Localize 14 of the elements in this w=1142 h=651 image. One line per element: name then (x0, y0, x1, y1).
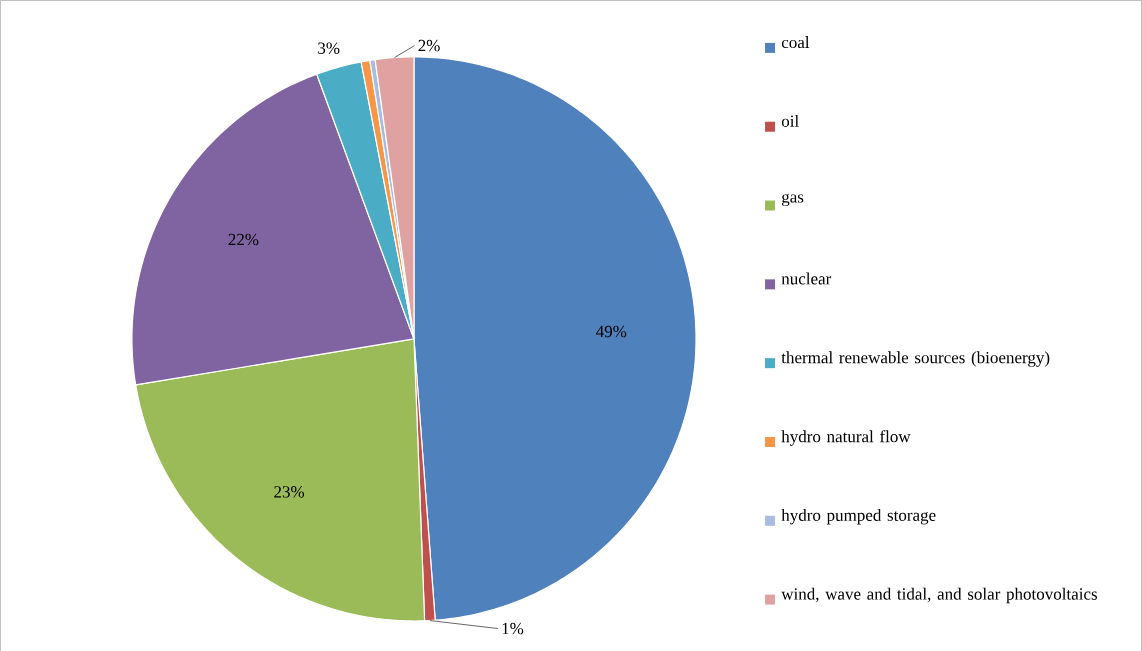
legend-label: nuclear (781, 272, 832, 285)
data-label: 3% (318, 42, 340, 54)
data-label: 1% (502, 622, 524, 635)
legend-label: thermal renewable sources (bioenergy) (781, 351, 1050, 367)
legend-label: gas (781, 193, 804, 206)
data-label: 2% (418, 39, 440, 52)
data-label: 23% (274, 485, 305, 498)
data-label: 22% (228, 233, 259, 246)
legend-label: oil (781, 114, 799, 127)
data-label: 49% (596, 325, 627, 338)
legend-label: hydro natural flow (781, 429, 911, 446)
legend-label: hydro pumped storage (781, 508, 936, 525)
legend-label: coal (781, 35, 810, 48)
legend-label: wind, wave and tidal, and solar photovoltaics (781, 587, 1098, 604)
